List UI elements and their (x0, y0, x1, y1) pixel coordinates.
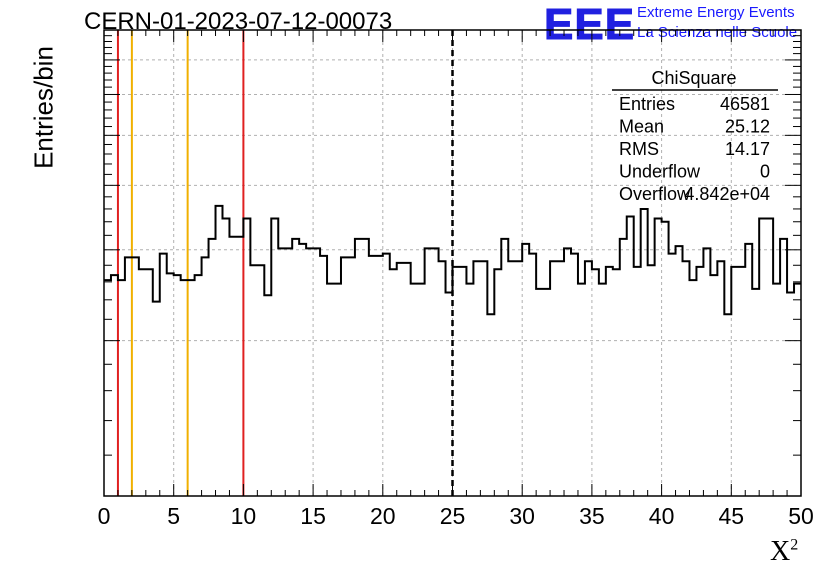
stats-value: 4.842e+04 (684, 184, 770, 204)
stats-title: ChiSquare (651, 68, 736, 88)
x-tick-label: 5 (167, 503, 180, 529)
histogram-outline (104, 204, 801, 316)
stats-value: 14.17 (725, 139, 770, 159)
x-tick-label: 25 (440, 503, 466, 529)
stats-label: RMS (619, 139, 659, 159)
x-tick-label: 40 (649, 503, 675, 529)
x-axis-title-base: X (770, 536, 791, 567)
x-tick-label: 0 (98, 503, 111, 529)
eee-logo: EEE (543, 0, 636, 50)
stats-value: 25.12 (725, 117, 770, 137)
x-tick-label: 15 (300, 503, 326, 529)
stats-label: Mean (619, 117, 664, 137)
x-tick-label: 50 (788, 503, 814, 529)
stats-label: Underflow (619, 162, 701, 182)
stats-box: ChiSquare Entries 46581 Mean 25.12 RMS 14.17 U… (612, 68, 778, 204)
stats-label: Entries (619, 94, 675, 114)
x-axis-title-exponent: 2 (790, 536, 799, 554)
x-axis-title: X2 (770, 536, 798, 568)
x-tick-label: 35 (579, 503, 605, 529)
stats-value: 0 (760, 162, 770, 182)
histogram (104, 204, 801, 316)
logo-caption-line1: Extreme Energy Events (637, 4, 795, 21)
x-tick-label: 10 (231, 503, 257, 529)
stats-value: 46581 (720, 94, 770, 114)
x-tick-label: 45 (719, 503, 745, 529)
x-tick-label: 30 (509, 503, 535, 529)
stats-label: Overflow (619, 184, 691, 204)
x-tick-label: 20 (370, 503, 396, 529)
axis-ticks: 0 5 10 15 20 25 30 35 40 45 50 (98, 29, 814, 529)
reference-lines (116, 30, 454, 496)
